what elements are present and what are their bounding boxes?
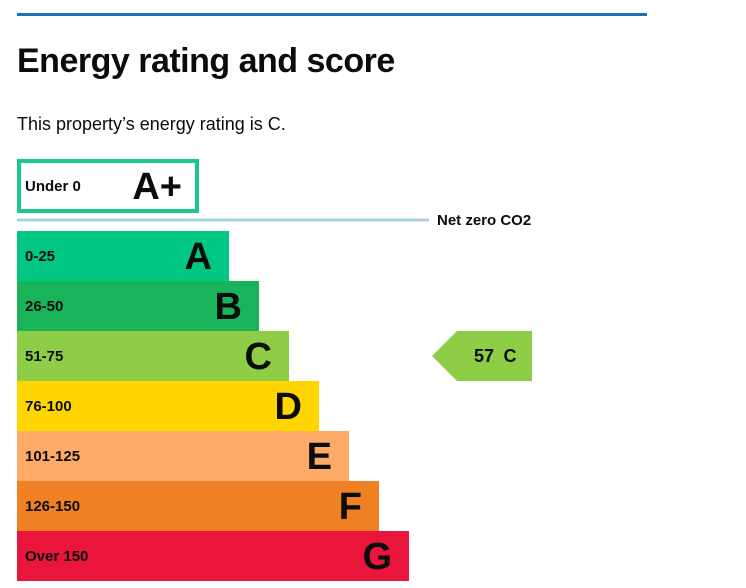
current-rating-arrow bbox=[432, 331, 532, 381]
band-letter-label: D bbox=[275, 386, 302, 428]
band-range-label: 126-150 bbox=[25, 498, 80, 515]
band-letter-label: F bbox=[339, 486, 362, 528]
band-letter-label: C bbox=[245, 336, 272, 378]
band-letter-label: B bbox=[215, 286, 242, 328]
rating-summary: This property’s energy rating is C. bbox=[17, 114, 286, 134]
band-range-label: 26-50 bbox=[25, 298, 63, 315]
band-range-label: 76-100 bbox=[25, 398, 72, 415]
band-letter-label: A bbox=[185, 236, 212, 278]
band-e bbox=[17, 431, 349, 481]
band-a-plus bbox=[17, 159, 199, 213]
current-score: 57 bbox=[474, 346, 494, 366]
band-letter-label: E bbox=[307, 436, 332, 478]
band-range-label: Under 0 bbox=[25, 178, 81, 195]
band-d bbox=[17, 381, 319, 431]
band-letter-label: G bbox=[362, 536, 392, 578]
band-range-label: Over 150 bbox=[25, 548, 88, 565]
page-title: Energy rating and score bbox=[17, 42, 395, 80]
band-range-label: 0-25 bbox=[25, 248, 55, 265]
band-c bbox=[17, 331, 289, 381]
top-rule bbox=[17, 13, 647, 16]
band-f bbox=[17, 481, 379, 531]
band-a bbox=[17, 231, 229, 281]
band-range-label: 101-125 bbox=[25, 448, 80, 465]
band-range-label: 51-75 bbox=[25, 348, 63, 365]
band-letter-label: A+ bbox=[132, 166, 182, 208]
band-b bbox=[17, 281, 259, 331]
current-letter: C bbox=[504, 346, 517, 366]
band-g bbox=[17, 531, 409, 581]
net-zero-label: Net zero CO2 bbox=[437, 212, 531, 229]
